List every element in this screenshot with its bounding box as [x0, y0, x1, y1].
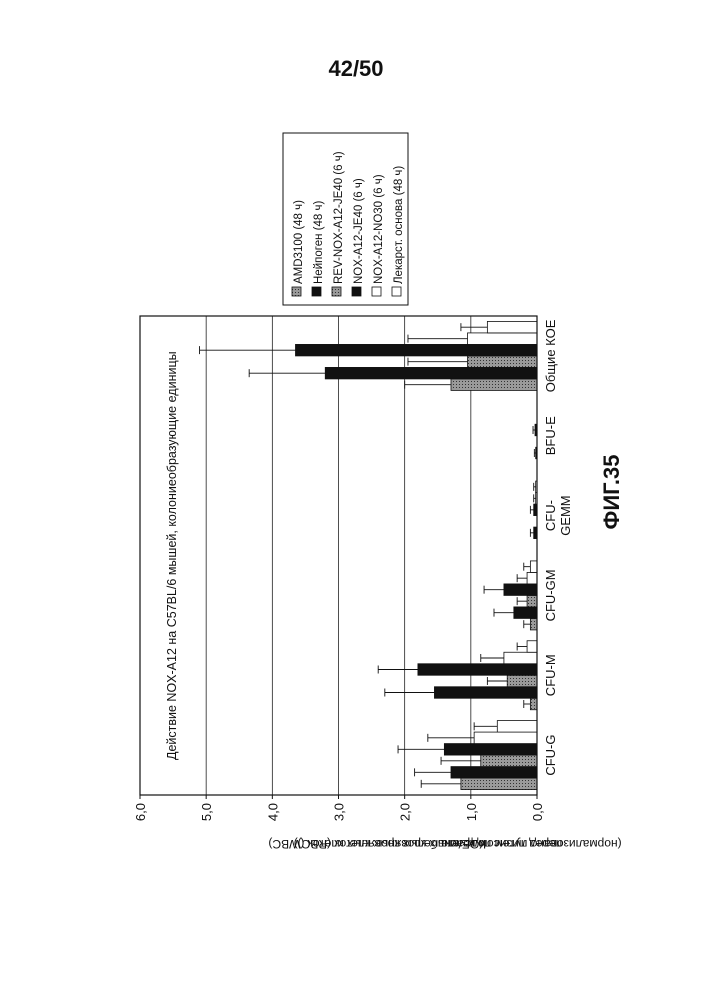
- category-label: CFU-GM: [543, 569, 558, 621]
- bar: [504, 584, 537, 596]
- legend: AMD3100 (48 ч) Нейпоген (48 ч) REV-NOX-A12…: [283, 133, 408, 305]
- tick-label: 4,0: [265, 803, 280, 821]
- legend-swatch: [392, 287, 401, 296]
- bar: [507, 675, 537, 687]
- bar: [527, 595, 537, 607]
- bar: [474, 732, 537, 744]
- bar: [418, 664, 537, 676]
- bar: [325, 367, 537, 379]
- bar: [530, 561, 537, 573]
- tick-label: 1,0: [464, 803, 479, 821]
- legend-swatch: [332, 287, 341, 296]
- bar: [497, 721, 537, 733]
- tick-label: 3,0: [332, 803, 347, 821]
- category-labels: CFU-G CFU-M CFU-GM CFU-GEMM BFU-E Общие КОЕ: [543, 319, 573, 775]
- legend-label: Нейпоген (48 ч): [313, 201, 325, 284]
- category-label: BFU-E: [543, 416, 558, 455]
- legend-swatch: [292, 287, 301, 296]
- bar: [487, 321, 537, 333]
- bar: [527, 572, 537, 584]
- bar: [461, 778, 537, 790]
- legend-label: Лекарст. основа (48 ч): [393, 166, 405, 284]
- y-axis-label-line3: перед лизисом красных кровяных клеток (R…: [294, 837, 563, 851]
- bar: [451, 379, 537, 391]
- bar: [468, 356, 537, 368]
- bar: [527, 641, 537, 653]
- category-label: Общие КОЕ: [543, 319, 558, 392]
- category-label: CFU-M: [543, 654, 558, 696]
- bar: [530, 618, 537, 630]
- error-bars: [200, 323, 536, 788]
- legend-label: AMD3100 (48 ч): [293, 200, 305, 284]
- tick-label: 0,0: [530, 803, 545, 821]
- category-label: CFU-GEMM: [543, 495, 573, 535]
- chart-title: Действие NOX-A12 на C57BL/6 мышей, колон…: [165, 351, 179, 760]
- legend-swatch: [372, 287, 381, 296]
- bar: [295, 344, 537, 356]
- bar: [434, 687, 537, 699]
- bar: [444, 744, 537, 756]
- figure-label: ФИГ.35: [599, 455, 625, 530]
- bar: [504, 652, 537, 664]
- legend-label: NOX-A12-JE40 (6 ч): [353, 178, 365, 284]
- tick-label: 5,0: [199, 803, 214, 821]
- tick-label: 2,0: [398, 803, 413, 821]
- bar: [451, 767, 537, 779]
- bar: [530, 698, 537, 710]
- bar: [468, 333, 537, 345]
- legend-swatch: [352, 287, 361, 296]
- tick-labels: 0,0 1,0 2,0 3,0 4,0 5,0 6,0: [133, 795, 545, 821]
- category-label: CFU-G: [543, 734, 558, 775]
- tick-label: 6,0: [133, 803, 148, 821]
- legend-label: REV-NOX-A12-JE40 (6 ч): [333, 151, 345, 284]
- legend-swatch: [312, 287, 321, 296]
- legend-label: NOX-A12-NO30 (6 ч): [373, 174, 385, 284]
- bar: [514, 607, 537, 619]
- bar: [481, 755, 537, 767]
- grid-lines: [206, 316, 471, 795]
- bars: [295, 321, 537, 789]
